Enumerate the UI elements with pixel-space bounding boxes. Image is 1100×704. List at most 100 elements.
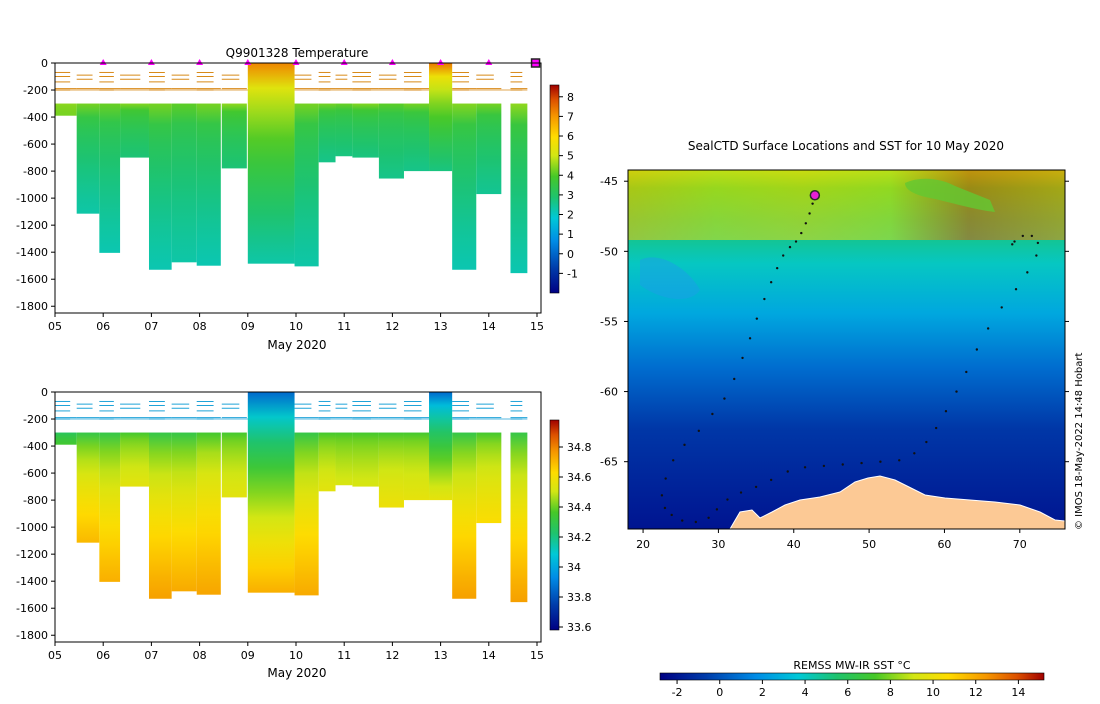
x-tick-label: 11	[337, 649, 351, 662]
y-tick-label: 0	[41, 386, 48, 399]
cast-column	[318, 103, 336, 163]
track-point	[769, 280, 773, 284]
cast-column	[120, 103, 149, 158]
track-point	[934, 426, 938, 430]
track-point	[741, 356, 744, 360]
cast-column	[318, 432, 336, 492]
cast-column	[148, 103, 172, 270]
track-point	[913, 452, 916, 455]
track-point	[925, 440, 928, 444]
colorbar-tick-label: 34	[567, 561, 581, 574]
cast-column	[452, 432, 477, 599]
x-tick-label: 05	[48, 320, 62, 333]
sst-map-panel: SealCTD Surface Locations and SST for 10…	[600, 139, 1085, 699]
cast-column	[335, 432, 353, 486]
cast-column	[55, 432, 77, 445]
x-tick-label: 08	[193, 320, 207, 333]
cast-column	[294, 103, 319, 267]
colorbar-tick-label: 34.4	[567, 501, 592, 514]
temperature-panel: Q9901328 Temperature 05 06 07 08 09 10 11 12 13 1…	[16, 46, 578, 352]
x-tick-label: 13	[434, 320, 448, 333]
surfacing-marker	[485, 59, 493, 65]
x-tick-label: 08	[193, 649, 207, 662]
track-point	[1014, 287, 1018, 291]
y-tick-label: -1200	[16, 219, 48, 232]
x-tick-label: 12	[385, 320, 399, 333]
cast-column	[352, 103, 379, 158]
surfacing-marker	[196, 59, 204, 65]
cast-column	[171, 103, 197, 263]
sst-colorbar-ticks: -2 0 2 4 6 8 10 12 14	[672, 680, 1025, 699]
map-y-tick-label: -65	[600, 456, 618, 469]
y-tick-label: -1400	[16, 246, 48, 259]
sst-colorbar-tick-label: 12	[969, 686, 983, 699]
sst-eddy-patch	[905, 178, 995, 212]
y-tick-label: -200	[23, 413, 48, 426]
track-point	[1000, 306, 1003, 309]
y-tick-label: -1000	[16, 521, 48, 534]
map-x-tick-label: 60	[937, 538, 951, 551]
cast-column	[247, 63, 295, 264]
antarctica-land	[729, 475, 1065, 529]
colorbar-tick-label: 0	[567, 248, 574, 261]
track-point	[822, 464, 826, 468]
track-point	[763, 297, 766, 301]
x-tick-label: 13	[434, 649, 448, 662]
track-point	[726, 498, 729, 501]
salinity-panel: 05 06 07 08 09 10 11 12 13 14 15 0 -200 -400 -600 -800…	[16, 386, 591, 680]
x-tick-label: 12	[385, 649, 399, 662]
map-x-tick-label: 30	[711, 538, 725, 551]
map-y-tick-label: -55	[600, 315, 618, 328]
map-x-ticks: 20 30 40 50 60 70	[636, 529, 1027, 551]
colorbar-tick-label: 8	[567, 91, 574, 104]
imos-annotation: © IMOS 18-May-2022 14:48 Hobart	[1074, 353, 1085, 530]
cast-column	[221, 432, 247, 498]
cast-column	[247, 392, 295, 593]
cast-column	[378, 103, 404, 179]
map-x-tick-label: 50	[862, 538, 876, 551]
sst-colorbar-tick-label: 4	[802, 686, 809, 699]
y-tick-label: -1600	[16, 602, 48, 615]
cast-column	[148, 432, 172, 599]
track-point	[804, 222, 808, 225]
surfacing-marker	[99, 59, 107, 65]
x-tick-label: 15	[530, 320, 544, 333]
cast-column	[352, 432, 379, 487]
current-seal-position	[809, 189, 821, 201]
temperature-x-label: May 2020	[267, 338, 326, 352]
colorbar-tick-label: 33.8	[567, 591, 592, 604]
x-tick-label: 06	[96, 649, 110, 662]
track-point	[1026, 271, 1029, 274]
track-point	[860, 461, 863, 465]
track-point	[681, 519, 684, 522]
track-point	[944, 410, 948, 413]
y-tick-label: -600	[23, 138, 48, 151]
sst-colorbar-tick-label: 8	[887, 686, 894, 699]
sst-colorbar	[659, 672, 1045, 681]
track-point	[723, 397, 726, 400]
map-x-tick-label: 20	[636, 538, 650, 551]
x-tick-label: 09	[241, 320, 255, 333]
track-point	[754, 485, 758, 489]
track-point	[672, 459, 675, 462]
track-point	[748, 337, 752, 340]
cast-column	[120, 432, 149, 487]
y-tick-label: -1800	[16, 300, 48, 313]
colorbar-tick-label: 7	[567, 110, 574, 123]
temperature-y-ticks: 0 -200 -400 -600 -800 -1000 -1200 -1400 -1600 -18…	[16, 57, 55, 313]
colorbar-tick-label: 6	[567, 130, 574, 143]
track-point	[707, 516, 710, 519]
track-point	[975, 348, 979, 351]
colorbar-tick-label: 34.6	[567, 471, 592, 484]
sst-colorbar-tick-label: 6	[844, 686, 851, 699]
cast-column	[171, 432, 197, 592]
cast-column	[294, 432, 319, 596]
sst-colorbar-label: REMSS MW-IR SST °C	[793, 659, 911, 672]
colorbar-tick-label: 1	[567, 228, 574, 241]
salinity-x-label: May 2020	[267, 666, 326, 680]
colorbar-tick-label: 3	[567, 189, 574, 202]
sst-colorbar-tick-label: 2	[759, 686, 766, 699]
map-y-ticks: -45 -50 -55 -60 -65	[600, 175, 1069, 469]
salinity-colorbar-ticks: 34.8 34.6 34.4 34.2 34 33.8 33.6	[559, 441, 592, 634]
track-point	[794, 240, 798, 243]
